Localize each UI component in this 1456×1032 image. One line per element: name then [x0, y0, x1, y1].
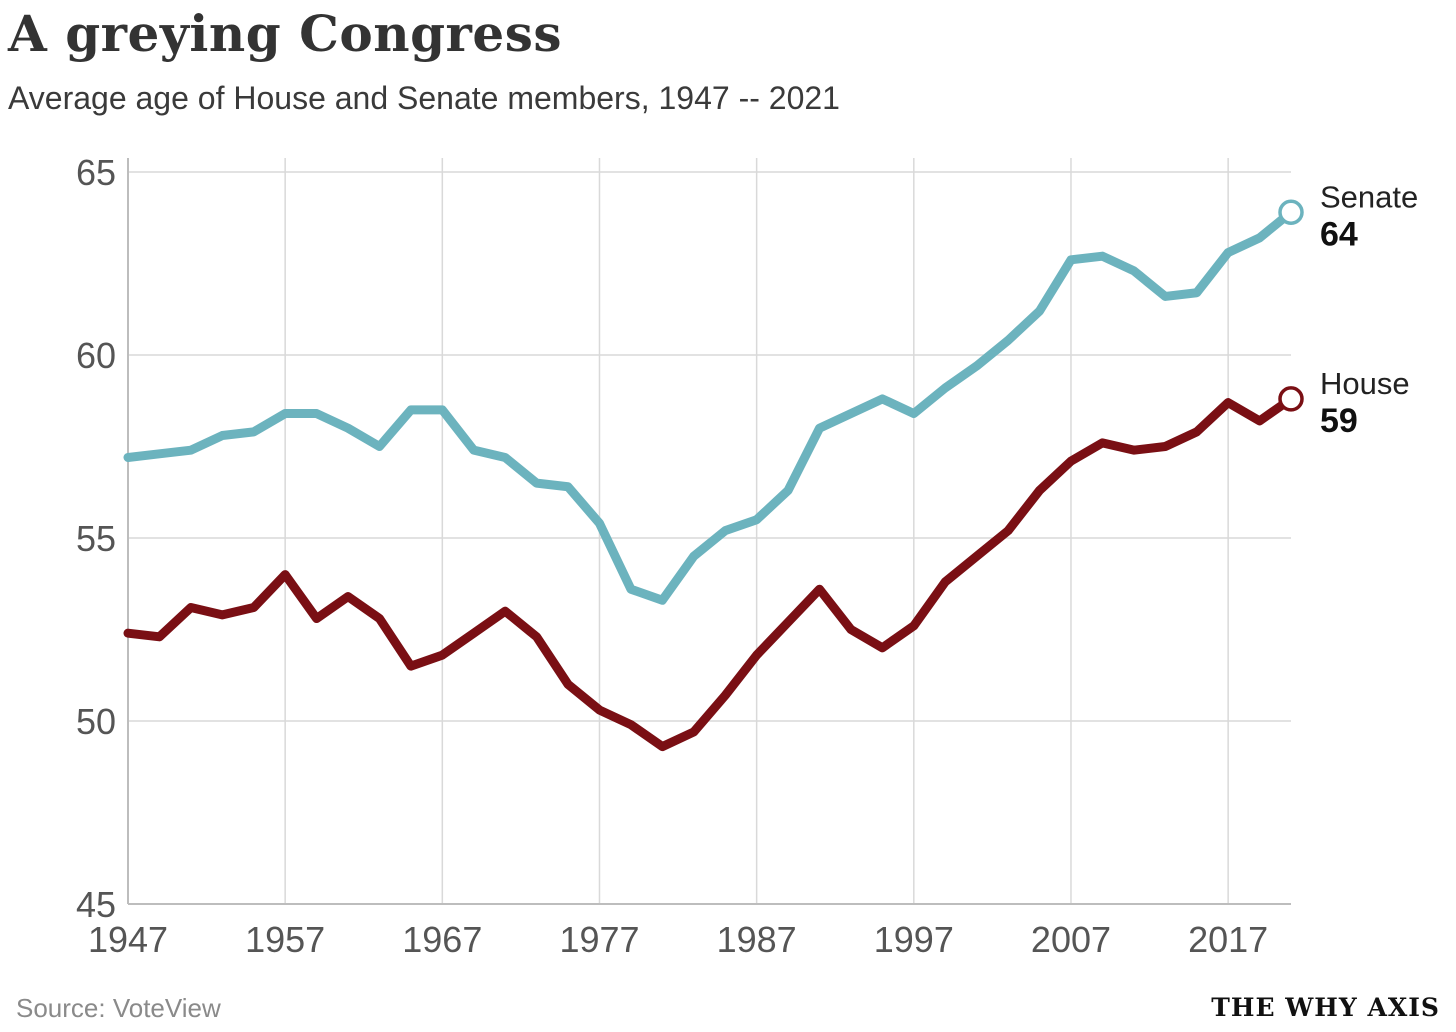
y-tick-label-55: 55: [76, 518, 116, 559]
y-tick-label-65: 65: [76, 152, 116, 193]
y-tick-labels: 45 50 55 60 65: [76, 152, 116, 925]
source-note: Source: VoteView: [16, 993, 221, 1023]
x-tick-label-1997: 1997: [874, 919, 954, 960]
senate-end-marker: [1278, 199, 1304, 226]
y-tick-label-60: 60: [76, 335, 116, 376]
x-tick-label-1947: 1947: [88, 919, 168, 960]
x-tick-label-1977: 1977: [559, 919, 639, 960]
senate-line: [123, 207, 1296, 605]
house-series-label: House: [1320, 366, 1410, 401]
house-series-value: 59: [1320, 402, 1358, 440]
x-tick-label-2007: 2007: [1031, 919, 1111, 960]
x-tick-labels: 1947 1957 1967 1977 1987 1997 2007 2017: [88, 919, 1268, 960]
series-lines: [123, 199, 1304, 752]
y-tick-label-45: 45: [76, 884, 116, 925]
x-tick-label-2017: 2017: [1188, 919, 1268, 960]
house-line: [123, 394, 1296, 752]
chart-title: A greying Congress: [8, 4, 562, 63]
x-tick-label-1957: 1957: [245, 919, 325, 960]
chart-subtitle: Average age of House and Senate members,…: [8, 80, 840, 116]
y-tick-label-50: 50: [76, 701, 116, 742]
axes: [127, 158, 1291, 905]
house-end-marker: [1278, 386, 1304, 412]
senate-series-label: Senate: [1320, 179, 1418, 214]
brand-logo: THE WHY AXIS: [1211, 993, 1440, 1022]
senate-series-value: 64: [1320, 215, 1358, 253]
x-tick-label-1987: 1987: [717, 919, 797, 960]
x-tick-label-1967: 1967: [402, 919, 482, 960]
